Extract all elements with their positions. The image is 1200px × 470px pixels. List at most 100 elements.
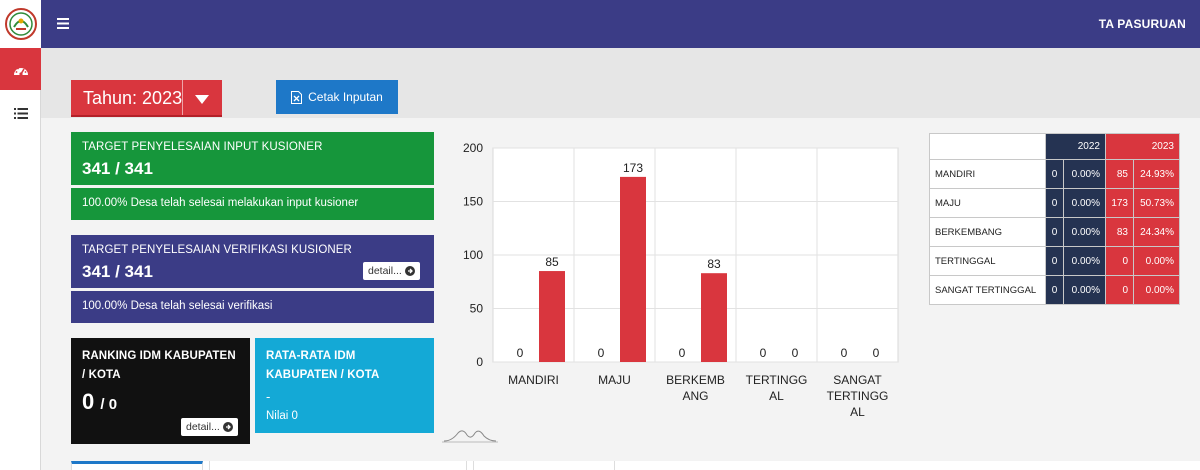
data-label: 173 (623, 161, 643, 175)
count-2022: 0 (1045, 188, 1064, 218)
dashboard-icon (13, 65, 28, 76)
ranking-rank: 0 (82, 389, 95, 414)
data-label: 0 (873, 346, 880, 360)
data-label: 0 (517, 346, 524, 360)
count-2023: 173 (1105, 188, 1134, 218)
data-label: 0 (598, 346, 605, 360)
ranking-detail-button[interactable]: detail... (181, 418, 238, 436)
data-label: 0 (679, 346, 686, 360)
count-2022: 0 (1045, 159, 1064, 189)
top-navbar: TA PASURUAN (41, 0, 1200, 48)
table-header-row: 2022 2023 (929, 133, 1180, 160)
arrow-circle-right-icon (404, 266, 415, 276)
caret-down-icon (195, 95, 209, 104)
sidebar-item-list[interactable] (0, 92, 41, 134)
tab-1[interactable] (71, 461, 203, 470)
row-label: SANGAT TERTINGGAL (929, 275, 1046, 305)
count-2023: 85 (1105, 159, 1134, 189)
input-progress-note: 100.00% Desa telah selesai melakukan inp… (71, 188, 434, 220)
table-header-2023: 2023 (1105, 133, 1180, 160)
user-menu[interactable]: TA PASURUAN (1098, 17, 1186, 31)
status-bar-chart: 0 50 100 150 200 0 85 MANDIRI 0 173 MAJU 0 83 BERKEMB… (463, 141, 899, 419)
x-tick-label: AL (769, 389, 784, 403)
y-tick-label: 150 (463, 195, 483, 209)
table-header-2022: 2022 (1045, 133, 1106, 160)
print-input-label: Cetak Inputan (308, 90, 383, 104)
list-icon (13, 107, 28, 119)
sidebar (0, 0, 41, 470)
print-input-button[interactable]: Cetak Inputan (276, 80, 398, 114)
count-2022: 0 (1045, 275, 1064, 305)
y-tick-label: 50 (470, 302, 484, 316)
count-2023: 0 (1105, 246, 1134, 276)
bar-2023 (539, 271, 565, 362)
data-label: 83 (707, 257, 721, 271)
arrow-circle-right-icon (222, 422, 233, 432)
sidebar-item-dashboard[interactable] (0, 48, 41, 90)
percent-2022: 0.00% (1063, 217, 1106, 247)
average-idm-card: RATA-RATA IDM KABUPATEN / KOTA - Nilai 0 (255, 338, 434, 433)
percent-2022: 0.00% (1063, 159, 1106, 189)
x-tick-label: TERTINGG (827, 389, 889, 403)
percent-2022: 0.00% (1063, 246, 1106, 276)
x-tick-label: SANGAT (833, 373, 882, 387)
ranking-total: / 0 (100, 396, 118, 413)
percent-2023: 0.00% (1133, 246, 1180, 276)
input-progress-title: TARGET PENYELESAIAN INPUT KUSIONER (82, 141, 323, 153)
y-tick-label: 0 (476, 355, 483, 369)
row-label: BERKEMBANG (929, 217, 1046, 247)
verification-progress-note: 100.00% Desa telah selesai verifikasi (71, 291, 434, 323)
bar-2023 (620, 176, 646, 362)
x-tick-label: MANDIRI (508, 373, 559, 387)
count-2022: 0 (1045, 246, 1064, 276)
ranking-value: 0 / 0 (82, 389, 239, 415)
data-label: 85 (545, 255, 559, 269)
status-stats-table: 2022 2023 MANDIRI 0 0.00% 85 24.93% MAJU 0 0.00… (929, 133, 1180, 305)
file-excel-icon (291, 90, 303, 104)
divider (182, 80, 183, 115)
ranking-card: RANKING IDM KABUPATEN / KOTA 0 / 0 detai… (71, 338, 250, 444)
y-tick-label: 100 (463, 248, 483, 262)
data-label: 0 (760, 346, 767, 360)
toolbar-strip (41, 48, 1200, 118)
x-tick-label: ANG (682, 389, 708, 403)
verification-progress-value: 341 / 341 (82, 262, 153, 281)
verification-detail-button[interactable]: detail... (363, 262, 420, 280)
average-idm-title: RATA-RATA IDM KABUPATEN / KOTA (266, 350, 380, 381)
row-label: MANDIRI (929, 159, 1046, 189)
percent-2023: 50.73% (1133, 188, 1180, 218)
verification-progress-title: TARGET PENYELESAIAN VERIFIKASI KUSIONER (82, 244, 352, 256)
percent-2023: 24.34% (1133, 217, 1180, 247)
table-row: MAJU 0 0.00% 173 50.73% (929, 188, 1180, 218)
table-header-blank (929, 133, 1046, 160)
ranking-title: RANKING IDM KABUPATEN / KOTA (82, 350, 236, 381)
detail-label: detail... (368, 265, 402, 277)
table-row: TERTINGGAL 0 0.00% 0 0.00% (929, 246, 1180, 276)
bar-2023 (701, 273, 727, 362)
x-tick-label: AL (850, 405, 865, 419)
percent-2022: 0.00% (1063, 188, 1106, 218)
y-tick-label: 200 (463, 141, 483, 155)
detail-label: detail... (186, 421, 220, 433)
average-idm-value: - (266, 389, 271, 404)
data-label: 0 (792, 346, 799, 360)
year-select-value: Tahun: 2023 (83, 88, 183, 108)
count-2023: 0 (1105, 275, 1134, 305)
logo[interactable] (0, 0, 41, 48)
x-tick-label: TERTINGG (746, 373, 808, 387)
menu-toggle-icon[interactable] (57, 16, 69, 34)
bottom-tabs (71, 461, 1200, 470)
percent-2023: 24.93% (1133, 159, 1180, 189)
tab-3[interactable] (473, 461, 615, 470)
row-label: TERTINGGAL (929, 246, 1046, 276)
row-label: MAJU (929, 188, 1046, 218)
data-label: 0 (841, 346, 848, 360)
x-tick-label: MAJU (598, 373, 631, 387)
tab-2[interactable] (209, 461, 467, 470)
verification-progress-card: TARGET PENYELESAIAN VERIFIKASI KUSIONER … (71, 235, 434, 288)
percent-2023: 0.00% (1133, 275, 1180, 305)
year-select[interactable]: Tahun: 2023 (71, 80, 222, 117)
table-row: BERKEMBANG 0 0.00% 83 24.34% (929, 217, 1180, 247)
average-idm-nilai: Nilai 0 (266, 410, 298, 422)
input-progress-card: TARGET PENYELESAIAN INPUT KUSIONER 341 /… (71, 132, 434, 185)
